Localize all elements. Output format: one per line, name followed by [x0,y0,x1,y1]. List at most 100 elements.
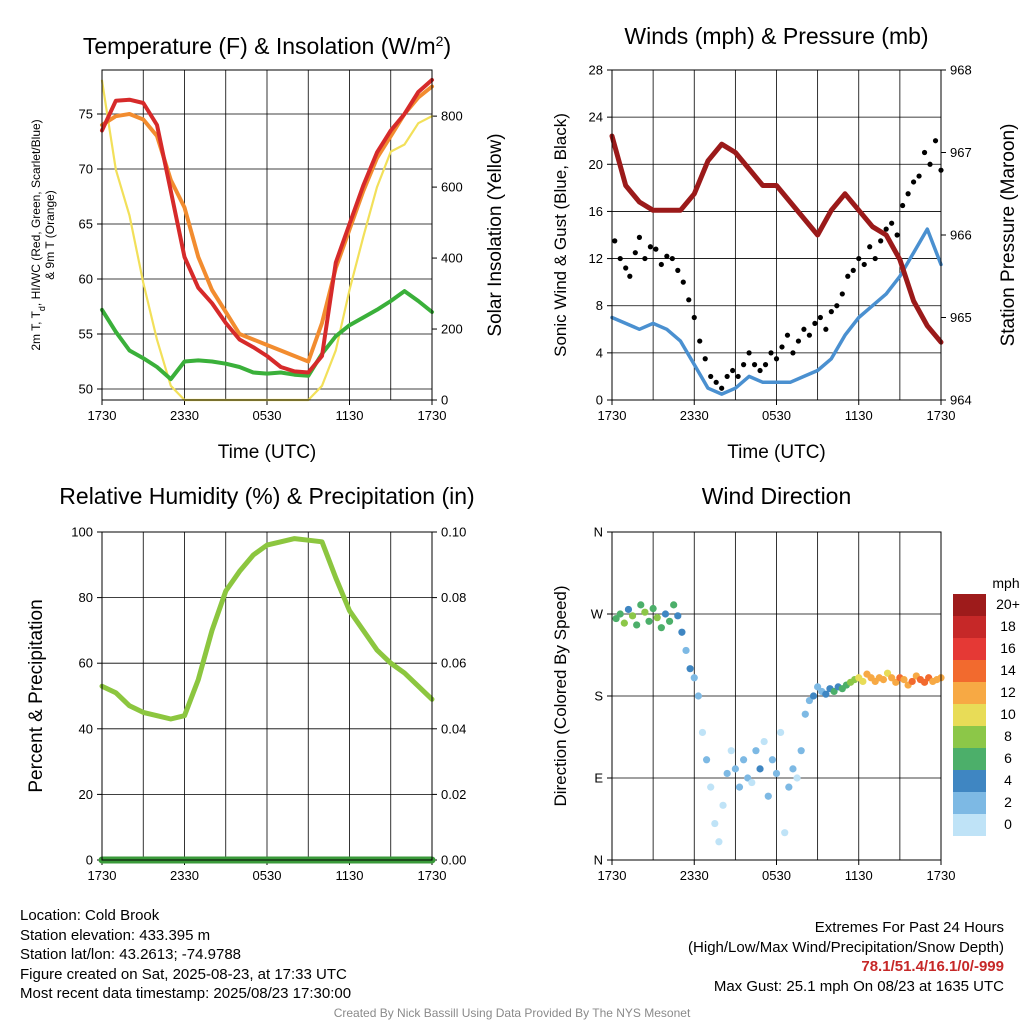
wind-gust-point [784,332,791,338]
wind-gust-point [762,362,769,368]
sonic-wind-blue-line [610,227,943,396]
wind-ylabel-right: Station Pressure (Maroon) [998,124,1019,347]
temp-xlabel: Time (UTC) [218,442,317,463]
wind-direction-point [690,674,698,682]
colorbar-swatch [953,814,986,836]
wind-direction-point [768,756,776,764]
rh-ytick-label-left: 80 [79,590,93,605]
wind-direction-point [620,619,628,627]
wind-direction-point [735,783,744,791]
colorbar-swatch [953,704,986,726]
wind-direction-point [628,612,637,620]
colorbar-label: 6 [1004,750,1012,766]
recent-timestamp: Most recent data timestamp: 2025/08/23 1… [20,985,352,1003]
colorbar-label: 2 [1004,794,1012,810]
credit-line: Created By Nick Bassill Using Data Provi… [333,1006,691,1020]
rh-ytick-label-right: 0.10 [441,525,466,540]
wind-direction-point [653,614,661,622]
extremes-heading: Extremes For Past 24 Hours [814,919,1004,936]
wind-gust-point [894,232,900,238]
wind-gust-point [686,297,692,303]
wind-direction-point [789,765,797,773]
wind-gust-point [653,246,659,252]
temp-title-sup: 2 [436,33,444,49]
wind-direction-point [682,646,690,655]
temp-ylabel: 2m T, Td, HI/WC (Red, Green, Scarlet/Blu… [29,119,47,350]
rh-ylabel: Percent & Precipitation [26,599,47,792]
temp-plot-frame [101,69,433,401]
station-latlon: Station lat/lon: 43.2613; -74.9788 [20,946,242,964]
colorbar-label: 8 [1004,728,1012,744]
temp-2m-red-line [100,77,434,375]
wind-ytick-label-right: 966 [950,228,972,243]
wind-direction-point [674,612,682,620]
colorbar-swatch [953,616,986,638]
temp-xtick-label: 1730 [88,408,117,423]
max-gust: Max Gust: 25.1 mph On 08/23 at 1635 UTC [713,977,1004,995]
dir-plot-frame [611,531,942,861]
rh-xtick-label: 1730 [88,868,117,883]
wind-direction-point [624,605,633,614]
colorbar-label: 4 [1004,772,1012,788]
wind-xtick-label: 1730 [927,408,956,423]
rh-ytick-label-left: 40 [79,721,93,736]
dir-xtick-label: 1730 [598,868,627,883]
wind-gust-point [932,138,939,144]
temp-ytick-label-left: 65 [79,217,93,232]
wind-gust-point [861,261,867,268]
wind-direction-point [686,665,694,673]
rh-xtick-label: 1130 [336,868,364,883]
colorbar-label: 14 [1000,662,1016,678]
colorbar-swatch [953,770,986,792]
wind-direction-point [748,778,756,787]
wind-gust-point [697,338,703,344]
colorbar-label: 10 [1000,706,1016,722]
temp-9m-orange-line [100,84,434,364]
wind-gust-point [746,350,752,356]
wind-xtick-label: 1130 [845,408,873,423]
relative-humidity-line [99,536,435,722]
wind-direction-point [797,747,805,755]
wind-gust-point [795,338,802,344]
wind-ytick-label-left: 12 [589,251,603,266]
dir-ytick-label-left: S [594,689,603,704]
wind-gust-point [647,244,653,250]
wind-gust-point [790,350,796,356]
wind-ytick-label-left: 16 [589,204,603,219]
wind-gust-point [905,191,911,197]
wind-direction-point [719,801,727,809]
colorbar-label: 16 [1000,640,1016,656]
wind-gust-point [632,250,638,256]
wind-gust-point [878,238,884,244]
dir-ytick-label-left: N [594,853,603,868]
wind-gust-point [691,314,697,321]
wind-gust-point [708,373,714,380]
wind-gust-point [872,255,878,262]
extremes-subheading: (High/Low/Max Wind/Precipitation/Snow De… [688,938,1004,956]
wind-direction-point [859,677,867,686]
wind-ytick-label-right: 964 [950,393,972,408]
wind-direction-point [694,692,702,700]
temp-title: Temperature (F) & Insolation (W/m2) [83,33,451,59]
station-location: Location: Cold Brook [20,907,160,924]
wind-gust-point [669,255,675,262]
wind-gust-point [617,255,623,262]
wind-gust-point [612,238,618,244]
wind-gust-point [623,265,629,271]
wind-direction-point [822,690,830,698]
wind-direction-point [793,774,801,782]
colorbar-label: 20+ [996,596,1020,612]
wind-direction-point [698,728,707,737]
figure-created: Figure created on Sat, 2025-08-23, at 17… [20,965,347,983]
wind-gust-point [817,314,823,321]
wind-gust-point [757,367,763,374]
wind-gust-point [642,255,648,262]
wind-gust-point [845,273,851,279]
temp-ytick-label-right: 600 [441,180,463,195]
dir-ylabel: Direction (Colored By Speed) [551,585,570,806]
wind-gust-point [713,379,719,385]
wind-gust-point [801,326,807,332]
wind-direction-point [637,601,645,609]
wind-gust-point [636,234,643,240]
wind-direction-point [740,756,748,764]
